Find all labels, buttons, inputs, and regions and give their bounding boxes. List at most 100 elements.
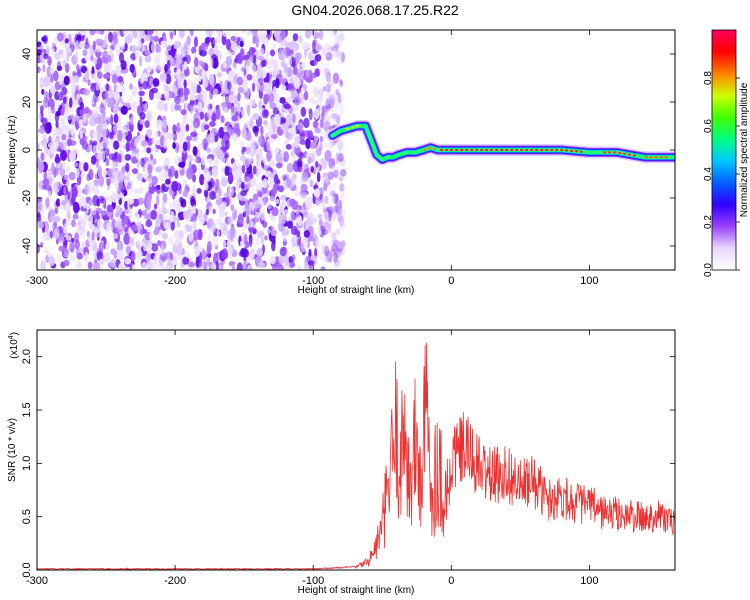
x-tick-label: -300 — [26, 275, 48, 287]
spectrogram-noise-cell — [184, 93, 188, 101]
spectrogram-noise-cell — [290, 225, 298, 236]
spectrogram-noise-cell — [307, 212, 314, 218]
spectrogram-noise-cell — [108, 48, 113, 57]
spectrogram-noise-cell — [318, 218, 323, 227]
spectrogram-noise-cell — [215, 108, 221, 120]
spectrogram-noise-cell — [323, 43, 330, 54]
spectrogram-noise-cell — [241, 164, 246, 174]
spectrogram-noise-cell — [333, 205, 339, 215]
spectrogram-noise-cell — [227, 246, 233, 256]
spectrogram-noise-cell — [103, 73, 111, 80]
spectrogram-noise-cell — [190, 213, 197, 222]
spectrogram-noise-cell — [233, 208, 238, 219]
spectrogram-noise-cell — [151, 87, 159, 94]
spectrogram-noise-cell — [225, 55, 233, 66]
spectrogram-noise-cell — [303, 230, 311, 238]
spectrogram-noise-cell — [339, 183, 345, 192]
spectrogram-noise-cell — [266, 30, 271, 36]
spectrogram-noise-cell — [130, 251, 136, 262]
spectrogram-noise-cell — [129, 82, 133, 90]
spectrogram-noise-cell — [327, 104, 332, 112]
spectrogram-noise-cell — [333, 33, 338, 39]
spectrogram-noise-cell — [192, 52, 197, 59]
spectrogram-noise-cell — [177, 76, 184, 89]
spectrogram-noise-cell — [277, 264, 284, 270]
colorbar-label: Normalized spectral amplitude — [739, 82, 750, 217]
spectrogram-noise-cell — [163, 221, 171, 230]
spectrogram-noise-cell — [323, 257, 329, 263]
spectrogram-noise-cell — [241, 30, 247, 34]
spectrogram-noise-cell — [58, 49, 64, 55]
y-tick-label: 20 — [21, 96, 33, 108]
spectrogram-noise-cell — [338, 51, 346, 60]
spectrogram-noise-cell — [217, 204, 225, 212]
spectrogram-noise-cell — [49, 144, 56, 155]
spectrogram-noise-cell — [226, 239, 232, 249]
spectrogram-noise-cell — [275, 77, 280, 89]
spectrogram-noise-cell — [305, 137, 311, 150]
spectrogram-noise-cell — [324, 126, 330, 132]
spectrogram-noise-cell — [292, 42, 300, 52]
spectrogram-noise-cell — [180, 198, 187, 208]
spectrogram-noise-cell — [267, 203, 272, 210]
spectrogram-noise-cell — [136, 30, 143, 41]
spectrogram-noise-cell — [221, 252, 229, 260]
spectrogram-noise-cell — [187, 210, 192, 220]
spectrogram-noise-cell — [330, 248, 336, 257]
spectrogram-noise-cell — [96, 134, 101, 141]
spectrogram-noise-cell — [338, 240, 345, 252]
spectrogram-noise-cell — [167, 90, 174, 99]
spectrogram-noise-cell — [147, 164, 153, 175]
spectrogram-noise-cell — [136, 213, 140, 220]
spectrogram-noise-cell — [68, 171, 76, 181]
spectrogram-noise-cell — [83, 162, 89, 172]
spectrogram-noise-cell — [106, 222, 111, 233]
spectrogram-noise-cell — [176, 220, 181, 228]
spectrogram-noise-cell — [227, 172, 234, 185]
x-tick-label: 100 — [580, 575, 598, 587]
y-tick-label: 40 — [21, 48, 33, 60]
spectrogram-noise-cell — [165, 165, 169, 172]
spectrogram-noise-cell — [118, 143, 123, 152]
snr-plot-area — [37, 330, 675, 570]
spectrogram-noise-cell — [329, 95, 335, 105]
spectrogram-noise-cell — [304, 42, 311, 49]
spectrogram-noise-cell — [186, 140, 191, 152]
spectrogram-noise-cell — [120, 83, 125, 90]
spectrogram-noise-cell — [178, 30, 185, 39]
spectrogram-noise-cell — [301, 60, 306, 70]
spectrogram-noise-cell — [37, 196, 43, 204]
snr-frame — [36, 329, 676, 571]
spectrogram-noise-cell — [160, 40, 166, 47]
colorbar: 0.0 0.2 0.4 0.6 0.8 Normalized spectral ampl… — [703, 29, 750, 277]
spectrogram-noise-cell — [284, 254, 289, 267]
spectrogram-noise-cell — [51, 107, 56, 114]
spectrogram-noise-cell — [319, 118, 324, 129]
spectrogram-noise-cell — [61, 120, 67, 133]
spectrogram-noise-cell — [310, 141, 317, 148]
spectrogram-noise-cell — [113, 140, 120, 150]
spectrogram-noise-cell — [340, 187, 345, 200]
spectrogram-noise-cell — [137, 197, 145, 205]
spectrogram-noise-cell — [272, 79, 276, 87]
spectrogram-noise-cell — [237, 162, 241, 174]
spectrogram-noise-cell — [215, 36, 221, 43]
spectrogram-noise-cell — [323, 189, 330, 202]
spectrogram-noise-cell — [84, 251, 89, 263]
spectrogram-noise-cell — [87, 214, 94, 227]
spectrogram-noise-cell — [321, 244, 327, 256]
spectrogram-noise-cell — [220, 156, 226, 163]
spectrogram-noise-cell — [172, 252, 180, 261]
spectrogram-noise-cell — [174, 169, 179, 179]
spectrogram-noise-cell — [325, 51, 333, 61]
spectrogram-noise-cell — [117, 129, 123, 142]
spectrogram-noise-cell — [112, 125, 117, 133]
spectrogram-noise-cell — [146, 252, 150, 264]
spectrogram-noise-cell — [329, 114, 334, 125]
colorbar-tick-label: 0.6 — [703, 119, 714, 133]
spectrogram-noise-cell — [95, 63, 101, 70]
spectrogram-noise-cell — [83, 184, 89, 196]
spectrogram-noise-cell — [68, 97, 73, 108]
spectrogram-noise-cell — [117, 102, 124, 108]
